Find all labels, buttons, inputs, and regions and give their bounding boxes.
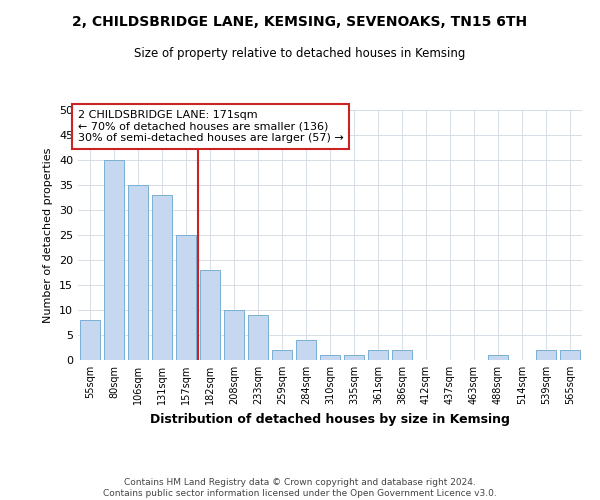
Bar [344,355,364,360]
Bar [224,310,244,360]
Bar [200,270,220,360]
Bar [272,350,292,360]
Bar [104,160,124,360]
Bar [560,350,580,360]
Bar [536,350,556,360]
Bar [296,340,316,360]
Bar [248,315,268,360]
Text: 2, CHILDSBRIDGE LANE, KEMSING, SEVENOAKS, TN15 6TH: 2, CHILDSBRIDGE LANE, KEMSING, SEVENOAKS… [73,15,527,29]
Bar [128,185,148,360]
Bar [152,195,172,360]
Bar [176,235,196,360]
Bar [320,355,340,360]
Bar [488,355,508,360]
Bar [368,350,388,360]
X-axis label: Distribution of detached houses by size in Kemsing: Distribution of detached houses by size … [150,412,510,426]
Bar [392,350,412,360]
Text: 2 CHILDSBRIDGE LANE: 171sqm
← 70% of detached houses are smaller (136)
30% of se: 2 CHILDSBRIDGE LANE: 171sqm ← 70% of det… [78,110,344,143]
Text: Contains HM Land Registry data © Crown copyright and database right 2024.
Contai: Contains HM Land Registry data © Crown c… [103,478,497,498]
Text: Size of property relative to detached houses in Kemsing: Size of property relative to detached ho… [134,48,466,60]
Bar [80,320,100,360]
Y-axis label: Number of detached properties: Number of detached properties [43,148,53,322]
